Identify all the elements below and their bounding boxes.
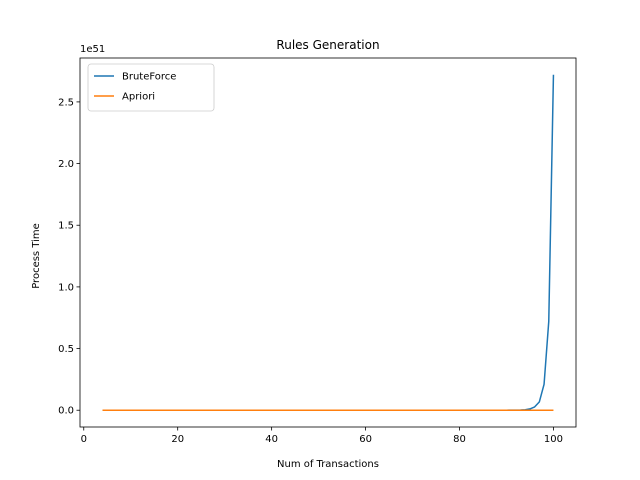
y-tick-label: 2.0 — [58, 159, 74, 170]
y-offset-text: 1e51 — [80, 44, 105, 55]
axis-ticks: 0 20 40 60 80 100 0.0 0.5 1.0 1.5 2.0 2.5 — [58, 97, 563, 445]
legend-label-apriori: Apriori — [122, 92, 155, 103]
legend-label-bruteforce: BruteForce — [122, 72, 176, 83]
x-tick-label: 0 — [81, 434, 87, 445]
y-tick-label: 0.0 — [58, 406, 74, 417]
plot-lines — [102, 74, 555, 411]
chart-title: Rules Generation — [276, 38, 379, 52]
plot-frame — [79, 57, 577, 428]
legend: BruteForce Apriori — [87, 63, 215, 112]
y-tick-label: 1.0 — [58, 282, 74, 293]
y-tick-label: 2.5 — [58, 97, 74, 108]
x-tick-label: 20 — [171, 434, 184, 445]
legend-box — [87, 63, 215, 112]
x-tick-label: 60 — [359, 434, 372, 445]
x-tick-label: 100 — [544, 434, 563, 445]
y-axis-label: Process Time — [31, 223, 42, 289]
x-tick-label: 40 — [265, 434, 278, 445]
y-tick-label: 0.5 — [58, 344, 74, 355]
y-tick-label: 1.5 — [58, 221, 74, 232]
x-tick-label: 80 — [453, 434, 466, 445]
x-axis-label: Num of Transactions — [277, 459, 379, 470]
